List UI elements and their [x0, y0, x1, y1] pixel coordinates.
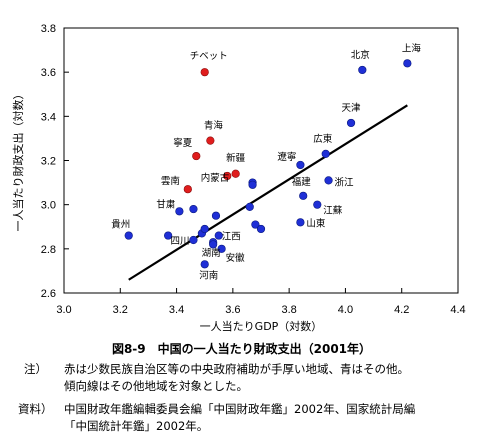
point-label: 広東: [313, 133, 333, 145]
other-region-point: [209, 240, 218, 249]
y-tick-label: 3.6: [41, 67, 56, 79]
x-tick-label: 4.4: [450, 304, 465, 316]
point-label: 湖南: [202, 247, 221, 259]
other-region-point: [358, 65, 367, 75]
other-region-point: [313, 200, 322, 209]
y-tick-label: 2.8: [41, 244, 56, 256]
figure-caption: 図8-9 中国の一人当たり財政支出（2001年）: [111, 342, 372, 356]
other-region-point: [299, 191, 308, 200]
other-region-point: [217, 244, 226, 253]
point-label: 安徽: [226, 252, 246, 264]
point-label: 山東: [306, 217, 326, 229]
y-axis-title: 一人当たり財政支出（対数）: [11, 89, 25, 232]
other-region-point: [189, 235, 198, 245]
y-axis-ticks: 2.6 2.8 3.0 3.2 3.4 3.6 3.8: [41, 23, 69, 300]
other-region-point: [245, 202, 254, 211]
x-axis-ticks: 3.0 3.2 3.4 3.6 3.8 4.0 4.2 4.4: [56, 288, 466, 316]
y-tick-label: 3.8: [41, 23, 56, 35]
minority-region-point: [231, 169, 240, 178]
point-label: 浙江: [335, 176, 355, 188]
point-label: 雲南: [161, 175, 180, 187]
note-label: 注）: [24, 362, 47, 376]
plot-area: [63, 27, 459, 294]
note-line-1: 赤は少数民族自治区等の中央政府補助が手厚い地域、青はその他。: [64, 362, 409, 376]
point-label: 上海: [402, 42, 422, 54]
minority-region-point: [223, 171, 232, 181]
other-region-point: [296, 160, 305, 170]
other-region-point: [200, 260, 209, 269]
other-region-point: [248, 180, 257, 189]
x-tick-label: 3.0: [56, 304, 71, 316]
x-tick-label: 3.8: [281, 304, 296, 316]
minority-region-point: [183, 185, 192, 194]
x-tick-label: 3.6: [225, 304, 240, 316]
source-line-2: 「中国統計年鑑」2002年。: [64, 419, 209, 433]
other-region-point: [256, 224, 266, 234]
y-tick-label: 3.0: [41, 200, 56, 212]
other-region-point: [164, 231, 173, 240]
y-tick-label: 2.6: [41, 288, 56, 300]
point-label: 北京: [351, 49, 370, 61]
point-label: 甘粛: [156, 198, 175, 210]
x-axis-title: 一人当たりGDP（対数）: [200, 319, 323, 333]
trend-line: [128, 104, 408, 281]
x-tick-label: 4.2: [394, 304, 409, 316]
source-label: 資料）: [18, 402, 53, 416]
scatter-chart: 2.6 2.8 3.0 3.2 3.4 3.6 3.8 3.0 3.2 3.4 3.6 3.8 4.0…: [11, 23, 466, 333]
point-label: 江西: [222, 232, 241, 243]
minority-region-point: [206, 136, 215, 145]
data-points: [124, 59, 412, 269]
other-region-point: [321, 149, 330, 158]
point-label: 寧夏: [173, 137, 193, 149]
minority-region-point: [192, 151, 201, 161]
point-label: 天津: [342, 103, 362, 114]
y-tick-label: 3.2: [41, 156, 56, 168]
other-region-point: [403, 59, 412, 68]
other-region-point: [214, 231, 223, 240]
point-label: 新疆: [226, 152, 246, 164]
point-label: 遼寧: [277, 151, 296, 163]
other-region-point: [296, 218, 305, 227]
x-tick-label: 3.2: [113, 304, 128, 316]
other-region-point: [200, 224, 209, 234]
y-tick-label: 3.4: [41, 111, 56, 123]
point-label: 内蒙古: [201, 172, 230, 184]
x-tick-label: 3.4: [169, 304, 184, 316]
other-region-point: [251, 220, 260, 229]
note-line-2: 傾向線はその他地域を対象とした。: [64, 379, 248, 393]
point-label: 四川: [170, 236, 189, 247]
other-region-point: [346, 118, 356, 128]
point-label: チベット: [190, 51, 228, 62]
point-label: 江蘇: [323, 205, 343, 217]
other-region-point: [189, 204, 198, 214]
source-line-1: 中国財政年鑑編輯委員会編「中国財政年鑑」2002年、国家統計局編: [64, 402, 416, 416]
point-label: 福建: [292, 176, 312, 188]
point-label: 貴州: [111, 219, 130, 231]
other-region-point: [175, 207, 184, 216]
other-region-point: [124, 231, 133, 240]
point-label: 青海: [204, 120, 224, 132]
other-region-point: [211, 211, 221, 220]
minority-region-point: [200, 68, 209, 77]
x-tick-label: 4.0: [338, 304, 353, 316]
point-label: 河南: [199, 269, 218, 281]
other-region-point: [324, 176, 333, 185]
